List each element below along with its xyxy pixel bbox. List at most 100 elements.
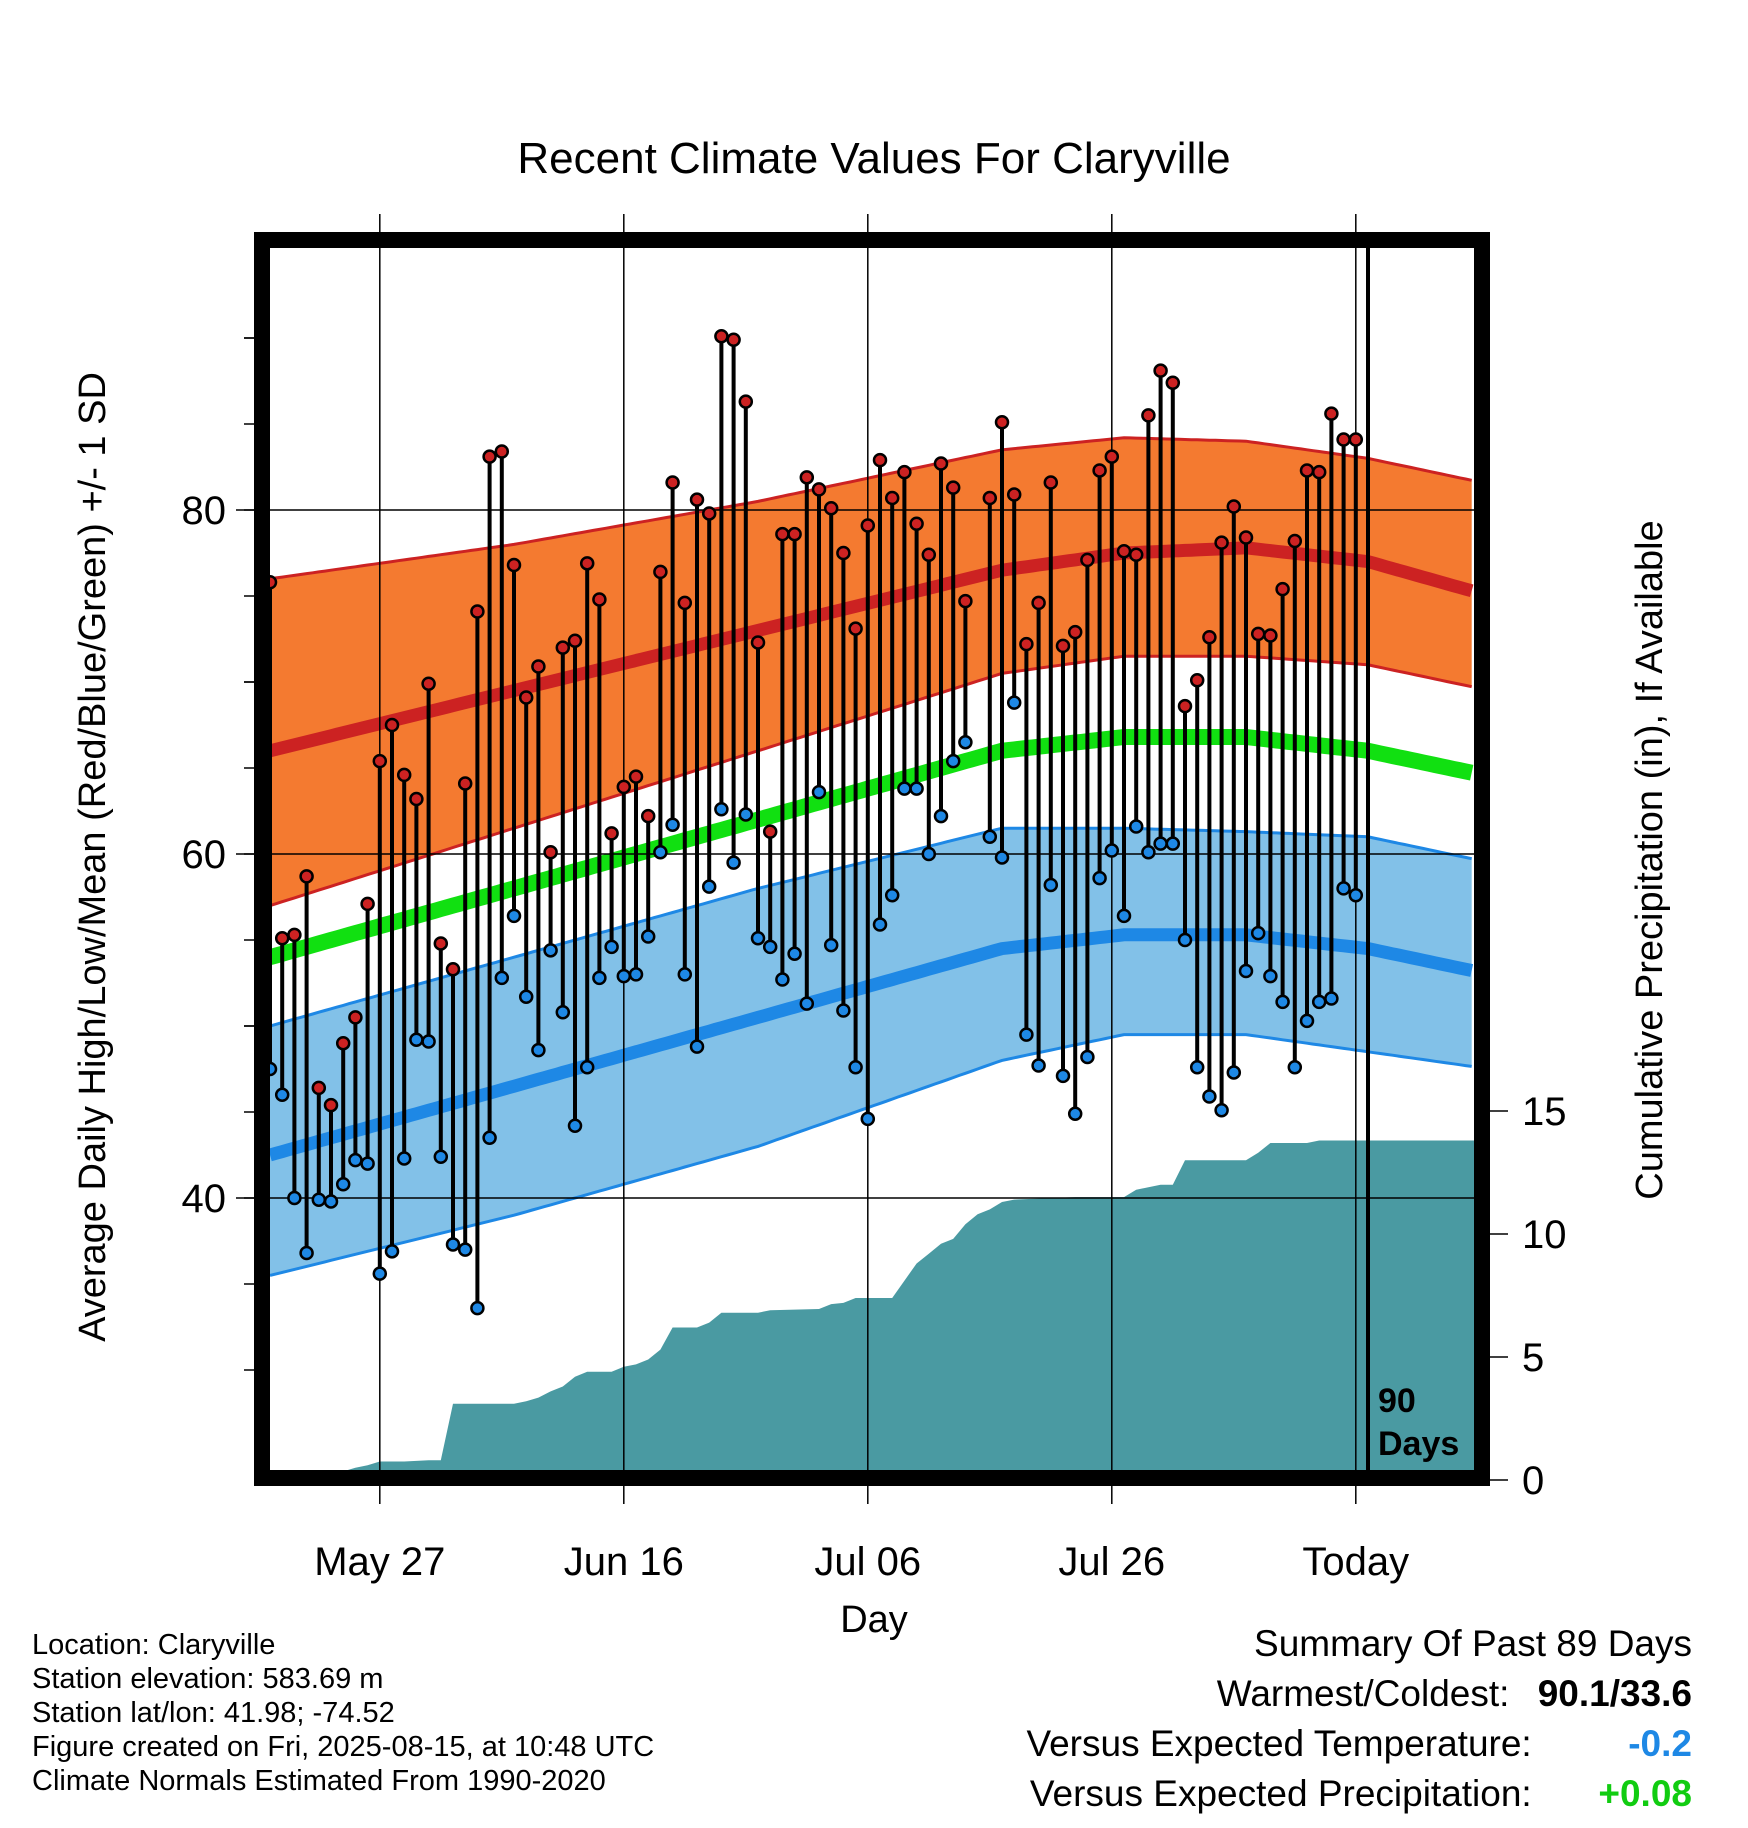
- y2-tick-label: 10: [1522, 1213, 1567, 1257]
- daily-low-point: [1006, 695, 1022, 710]
- x-tick-label: Today: [1302, 1540, 1409, 1584]
- daily-high-point: [1214, 535, 1229, 550]
- plot-area: [270, 240, 1474, 1470]
- daily-high-point: [384, 717, 400, 733]
- daily-high-point: [1141, 408, 1156, 423]
- daily-high-point: [701, 506, 717, 521]
- daily-high-point: [909, 516, 924, 532]
- daily-low-point: [738, 807, 754, 822]
- daily-high-point: [1189, 673, 1205, 688]
- daily-low-point: [433, 1149, 449, 1164]
- daily-high-point: [1128, 547, 1144, 562]
- daily-low-point: [958, 734, 973, 750]
- daily-low-point: [640, 929, 656, 944]
- daily-low-point: [335, 1176, 351, 1192]
- daily-low-point: [323, 1194, 339, 1209]
- daily-high-point: [994, 415, 1010, 430]
- daily-high-point: [360, 896, 375, 912]
- daily-low-point: [518, 989, 534, 1005]
- daily-low-point: [1104, 843, 1120, 858]
- daily-high-point: [677, 595, 693, 611]
- daily-high-point: [1299, 463, 1315, 478]
- daily-low-point: [506, 908, 522, 924]
- daily-low-point: [1214, 1103, 1229, 1118]
- daily-high-point: [482, 449, 497, 464]
- daily-high-point: [1080, 552, 1095, 568]
- daily-high-point: [433, 936, 449, 951]
- x-tick-label: Jul 06: [814, 1540, 921, 1584]
- daily-high-point: [945, 480, 961, 495]
- high-normal-line: [270, 541, 1474, 758]
- daily-low-point: [1067, 1106, 1083, 1121]
- daily-high-point: [1275, 581, 1290, 597]
- daily-high-point: [1006, 487, 1022, 502]
- x-axis-label: Day: [840, 1599, 908, 1641]
- daily-low-point: [750, 931, 766, 946]
- daily-low-point: [579, 1060, 595, 1075]
- daily-low-point: [311, 1192, 327, 1207]
- daily-low-point: [1141, 845, 1156, 860]
- daily-high-point: [1043, 475, 1059, 490]
- daily-low-point: [628, 967, 644, 982]
- daily-high-point: [762, 824, 778, 839]
- daily-low-point: [689, 1039, 705, 1054]
- daily-low-point: [1250, 925, 1266, 941]
- daily-low-point: [274, 1087, 290, 1103]
- daily-high-point: [531, 659, 546, 674]
- daily-high-point: [1226, 499, 1242, 514]
- plot-frame: [254, 232, 1490, 1486]
- daily-high-point: [604, 826, 619, 841]
- daily-high-point: [1153, 363, 1168, 378]
- daily-low-point: [1153, 836, 1168, 851]
- precip-value: +0.08: [1598, 1773, 1692, 1814]
- daily-low-point: [482, 1130, 497, 1146]
- daily-high-point: [811, 482, 827, 497]
- daily-low-point: [982, 829, 998, 845]
- daily-high-point: [567, 633, 583, 648]
- daily-high-point: [933, 456, 949, 471]
- daily-low-point: [848, 1060, 863, 1075]
- summary-warmest: Warmest/Coldest: 90.1/33.6: [1217, 1673, 1692, 1715]
- y-axis-label: Average Daily High/Low/Mean (Red/Blue/Gr…: [72, 372, 114, 1342]
- daily-low-point: [1116, 908, 1132, 924]
- temp-value: -0.2: [1628, 1723, 1692, 1764]
- daily-low-point: [384, 1244, 400, 1259]
- daily-low-point: [1275, 994, 1290, 1010]
- y2-tick-label: 5: [1522, 1336, 1544, 1380]
- y-tick-label: 80: [182, 489, 227, 533]
- x-tick-label: Jun 16: [564, 1540, 684, 1584]
- daily-high-point: [653, 564, 668, 580]
- daily-high-point: [299, 869, 314, 884]
- daily-high-point: [372, 753, 388, 769]
- precipitation-area: [347, 1140, 1474, 1470]
- daily-low-point: [1165, 836, 1181, 851]
- chart-title: Recent Climate Values For Claryville: [517, 134, 1230, 183]
- daily-low-point: [811, 784, 827, 800]
- location-text: Location: Claryville: [32, 1629, 276, 1661]
- daily-high-point: [616, 779, 632, 795]
- daily-high-point: [1348, 432, 1364, 447]
- daily-high-point: [738, 394, 754, 409]
- daily-high-point: [848, 621, 863, 636]
- daily-low-point: [604, 939, 619, 955]
- daily-low-point: [616, 968, 632, 984]
- daily-low-point: [787, 946, 802, 962]
- daily-high-point: [872, 452, 888, 468]
- daily-high-point: [579, 556, 595, 571]
- daily-low-point: [823, 937, 839, 953]
- daily-high-point: [274, 931, 290, 946]
- daily-high-point: [421, 676, 436, 691]
- daily-high-point: [1177, 698, 1193, 714]
- daily-low-point: [799, 996, 815, 1011]
- daily-high-point: [1104, 449, 1120, 464]
- daily-high-point: [494, 444, 510, 459]
- low-lower-line: [270, 1033, 1472, 1277]
- daily-low-point: [836, 1003, 851, 1018]
- daily-low-point: [897, 781, 912, 796]
- x-tick-label: May 27: [314, 1540, 445, 1584]
- daily-high-point: [518, 690, 534, 705]
- daily-high-point: [592, 592, 607, 607]
- daily-low-point: [1202, 1089, 1217, 1104]
- daily-high-point: [323, 1097, 339, 1113]
